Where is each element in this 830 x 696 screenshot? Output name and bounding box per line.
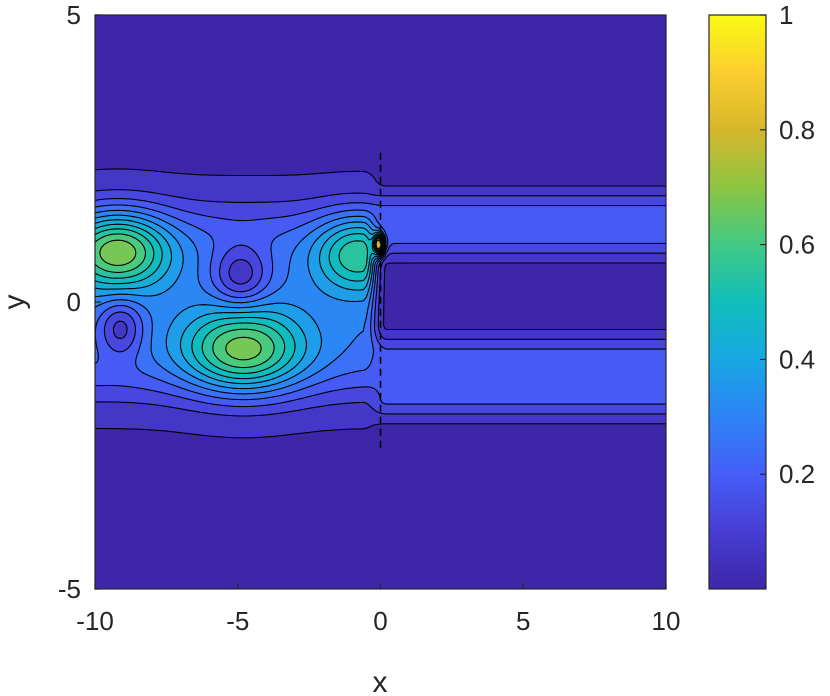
- x-axis-ticks: -10 -5 0 5 10: [76, 583, 680, 636]
- contour-level-1: [95, 189, 666, 417]
- x-tick-label: 5: [516, 606, 530, 636]
- x-tick-label: -10: [76, 606, 114, 636]
- contour-level-0: [95, 168, 666, 439]
- contour-level-10: [99, 236, 383, 361]
- colorbar-tick-label: 0.2: [779, 459, 815, 489]
- contour-level-5: [95, 214, 386, 390]
- colorbar-tick-label: 0.8: [779, 115, 815, 145]
- y-tick-label: 5: [67, 0, 81, 30]
- colorbar-ticks: 0.2 0.4 0.6 0.8 1: [760, 0, 815, 489]
- colorbar-bar: [708, 14, 767, 590]
- colorbar-tick-label: 0.4: [779, 344, 815, 374]
- y-axis-label: y: [0, 295, 31, 310]
- contour-level-2: [95, 198, 666, 408]
- y-tick-label: -5: [58, 574, 81, 604]
- contour-level-4: [95, 209, 387, 395]
- contour-level-6: [95, 219, 386, 385]
- colorbar-tick-label: 0.6: [779, 230, 815, 260]
- colorbar: 0.2 0.4 0.6 0.8 1: [708, 0, 815, 590]
- y-tick-label: 0: [67, 287, 81, 317]
- x-tick-label: 10: [652, 606, 681, 636]
- x-tick-label: -5: [226, 606, 249, 636]
- y-axis-ticks: -5 0 5: [58, 0, 101, 604]
- colorbar-tick-label: 1: [779, 0, 793, 30]
- contour-level-7: [95, 223, 385, 380]
- contour-lines: [95, 168, 666, 439]
- x-axis-label: x: [373, 666, 388, 696]
- x-tick-label: 0: [373, 606, 387, 636]
- plot-area: [94, 14, 667, 590]
- contour-level-3: [95, 204, 389, 401]
- contour-level-8: [95, 228, 384, 374]
